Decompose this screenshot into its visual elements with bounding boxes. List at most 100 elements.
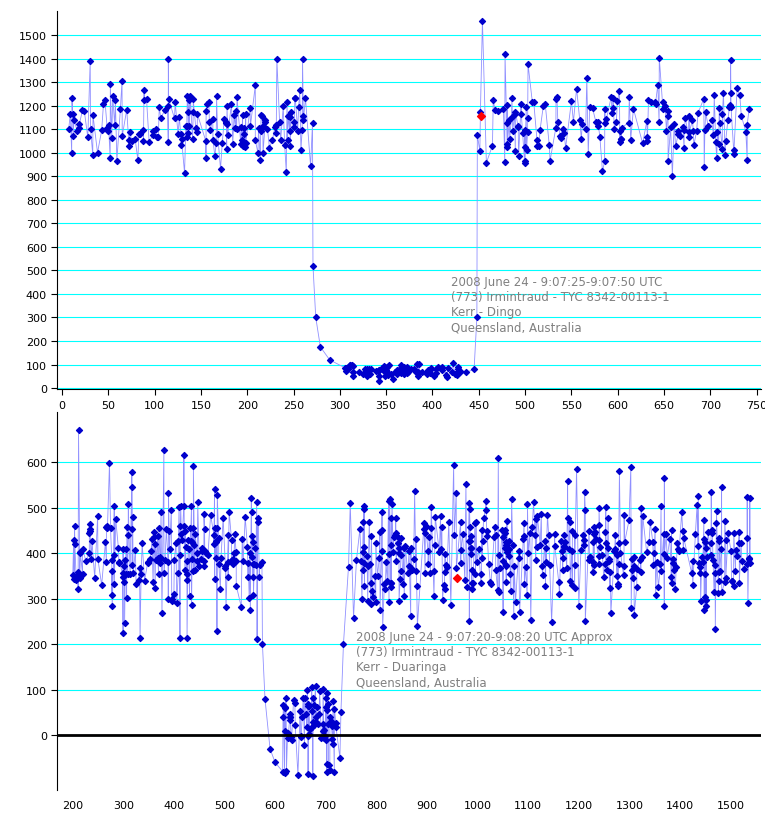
Point xyxy=(493,548,505,562)
Point xyxy=(723,102,735,115)
Point xyxy=(418,523,430,536)
Point xyxy=(181,554,193,567)
Point xyxy=(605,91,617,104)
Point xyxy=(376,506,388,519)
Point xyxy=(150,553,162,566)
Point xyxy=(257,147,269,160)
Point xyxy=(563,543,575,556)
Point xyxy=(222,528,234,542)
Point xyxy=(480,495,492,508)
Point xyxy=(641,135,653,148)
Point xyxy=(583,525,595,538)
Point xyxy=(419,527,431,540)
Point xyxy=(322,698,334,711)
Point xyxy=(253,571,265,584)
Point xyxy=(308,698,321,711)
Point xyxy=(106,600,119,613)
Point xyxy=(385,576,397,590)
Point xyxy=(430,367,442,380)
Point xyxy=(741,154,754,167)
Point xyxy=(540,556,552,569)
Point xyxy=(454,366,466,379)
Point xyxy=(722,527,734,540)
Point xyxy=(302,697,314,710)
Point xyxy=(298,114,310,127)
Point xyxy=(125,135,138,148)
Point xyxy=(386,498,398,511)
Point xyxy=(142,556,154,569)
Point xyxy=(606,108,618,121)
Point xyxy=(475,577,487,590)
Point xyxy=(132,154,144,167)
Point xyxy=(673,544,685,557)
Point xyxy=(181,631,194,644)
Point xyxy=(151,131,163,145)
Point xyxy=(373,375,386,389)
Point xyxy=(295,144,307,157)
Point xyxy=(653,581,665,594)
Point xyxy=(728,580,740,593)
Point xyxy=(708,586,720,599)
Point xyxy=(301,683,314,696)
Point xyxy=(405,542,417,555)
Point xyxy=(207,113,219,127)
Point xyxy=(281,96,293,109)
Point xyxy=(184,120,196,133)
Point xyxy=(672,125,685,138)
Point xyxy=(699,107,711,120)
Point xyxy=(73,546,86,559)
Point xyxy=(676,524,688,538)
Point xyxy=(501,141,513,155)
Point xyxy=(148,125,160,138)
Point xyxy=(67,130,80,143)
Point xyxy=(593,558,605,571)
Point xyxy=(96,579,108,592)
Point xyxy=(340,365,352,378)
Point xyxy=(527,496,539,509)
Point xyxy=(500,558,512,571)
Point xyxy=(568,528,581,542)
Point xyxy=(385,368,397,381)
Point xyxy=(357,546,369,559)
Point xyxy=(410,533,422,547)
Point xyxy=(609,543,621,556)
Point xyxy=(83,527,96,540)
Point xyxy=(599,103,611,117)
Point xyxy=(726,574,738,587)
Point xyxy=(158,567,170,581)
Point xyxy=(412,366,424,380)
Point xyxy=(571,83,583,96)
Point xyxy=(380,365,392,378)
Point xyxy=(269,756,282,769)
Point xyxy=(197,559,210,572)
Point xyxy=(464,542,477,555)
Point xyxy=(162,53,174,66)
Point xyxy=(584,553,596,566)
Point xyxy=(158,444,170,457)
Point xyxy=(181,90,194,103)
Point xyxy=(277,765,289,778)
Point xyxy=(189,563,201,576)
Point xyxy=(251,633,263,646)
Point xyxy=(360,363,373,376)
Point xyxy=(174,519,187,533)
Point xyxy=(104,522,116,535)
Point xyxy=(141,93,153,107)
Point xyxy=(698,533,711,547)
Point xyxy=(685,566,698,580)
Point xyxy=(137,135,149,148)
Point xyxy=(385,539,397,552)
Point xyxy=(219,559,231,572)
Point xyxy=(420,520,432,533)
Point xyxy=(733,576,745,590)
Point xyxy=(71,125,83,138)
Point xyxy=(557,564,569,577)
Point xyxy=(578,539,590,552)
Point xyxy=(422,544,434,557)
Point xyxy=(172,535,184,548)
Point xyxy=(67,533,80,547)
Point xyxy=(558,541,570,554)
Point xyxy=(183,543,195,556)
Point xyxy=(613,557,625,571)
Point xyxy=(493,586,505,599)
